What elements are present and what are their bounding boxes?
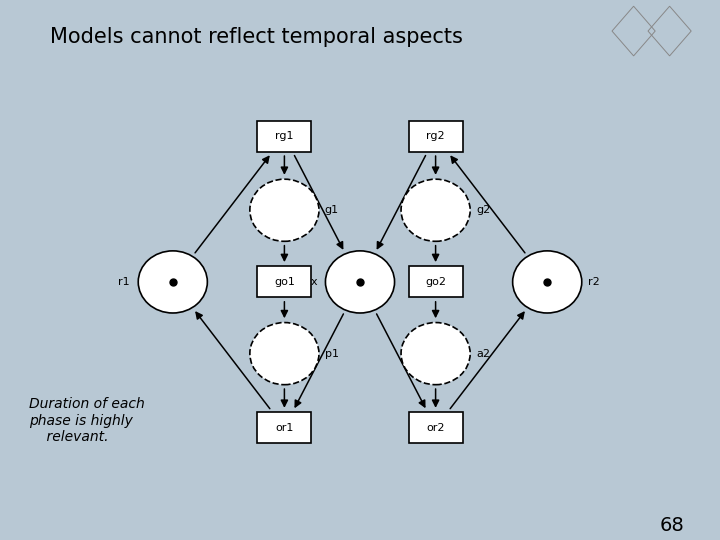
Text: or1: or1 — [275, 423, 294, 433]
Ellipse shape — [250, 322, 319, 384]
FancyBboxPatch shape — [409, 266, 462, 298]
Ellipse shape — [250, 179, 319, 241]
Ellipse shape — [401, 179, 470, 241]
Text: Models cannot reflect temporal aspects: Models cannot reflect temporal aspects — [50, 27, 463, 48]
Text: or2: or2 — [426, 423, 445, 433]
Ellipse shape — [325, 251, 395, 313]
Text: rg2: rg2 — [426, 131, 445, 141]
Text: Duration of each
phase is highly
    relevant.: Duration of each phase is highly relevan… — [29, 397, 145, 444]
Text: go2: go2 — [425, 277, 446, 287]
Text: r2: r2 — [588, 277, 599, 287]
Text: g2: g2 — [476, 205, 490, 215]
FancyBboxPatch shape — [258, 412, 312, 443]
Text: a2: a2 — [476, 349, 490, 359]
FancyBboxPatch shape — [258, 266, 312, 298]
Text: x: x — [310, 277, 317, 287]
Text: r1: r1 — [118, 277, 130, 287]
Text: g1: g1 — [325, 205, 339, 215]
FancyBboxPatch shape — [409, 412, 462, 443]
Text: rg1: rg1 — [275, 131, 294, 141]
Text: go1: go1 — [274, 277, 294, 287]
FancyBboxPatch shape — [258, 120, 312, 152]
Ellipse shape — [401, 322, 470, 384]
Ellipse shape — [513, 251, 582, 313]
Text: 68: 68 — [660, 516, 684, 535]
FancyBboxPatch shape — [409, 120, 462, 152]
Ellipse shape — [138, 251, 207, 313]
Text: p1: p1 — [325, 349, 338, 359]
